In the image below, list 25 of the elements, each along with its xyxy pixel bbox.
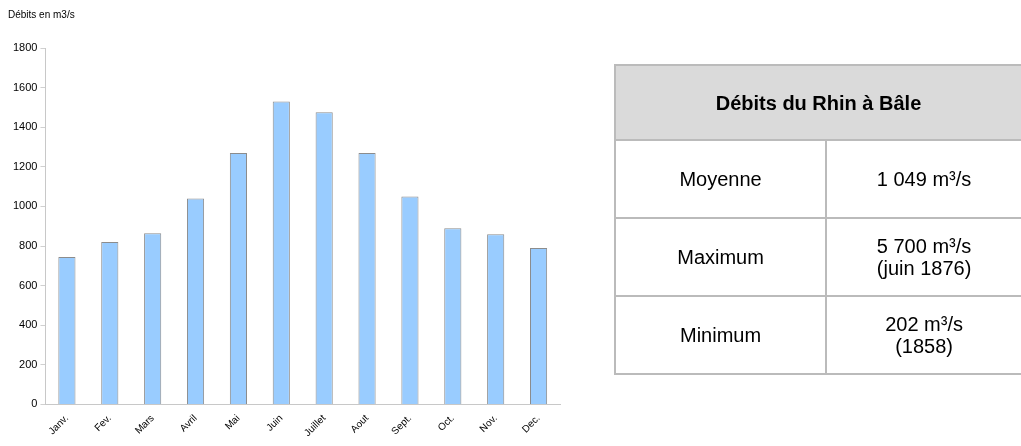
y-tick-label: 400 <box>19 318 38 331</box>
text: 5 700 m³/s (juin 1876) <box>826 218 1021 296</box>
y-tick-label: 1200 <box>12 159 38 172</box>
y-tick-label: 0 <box>31 397 38 410</box>
y-tick-label: 1400 <box>12 120 38 133</box>
y-tick-label: 1000 <box>12 199 38 212</box>
text: 1 049 m³/s <box>826 140 1021 218</box>
x-tick-label: Juin <box>263 412 285 434</box>
x-tick-label: Oct. <box>435 412 457 434</box>
y-tick-label: 200 <box>19 357 38 370</box>
y-axis-title: Débits en m3/s <box>8 8 75 20</box>
text: 202 m³/s (1858) <box>826 296 1021 374</box>
text: Maximum <box>615 218 827 296</box>
y-tick-label: 800 <box>19 239 38 252</box>
text: Moyenne <box>615 140 827 218</box>
text: Minimum <box>615 296 827 374</box>
x-tick-label: Fev. <box>92 412 114 434</box>
y-tick-label: 600 <box>19 278 38 291</box>
text: Débits du Rhin à Bâle <box>615 65 1021 140</box>
x-tick-label: Nov. <box>477 412 500 435</box>
y-tick-label: 1600 <box>12 80 38 93</box>
x-tick-label: Mai <box>222 412 242 432</box>
x-tick-label: Dec. <box>519 412 542 435</box>
x-tick-label: Sept. <box>388 412 414 437</box>
y-tick-label: 1800 <box>12 41 38 54</box>
